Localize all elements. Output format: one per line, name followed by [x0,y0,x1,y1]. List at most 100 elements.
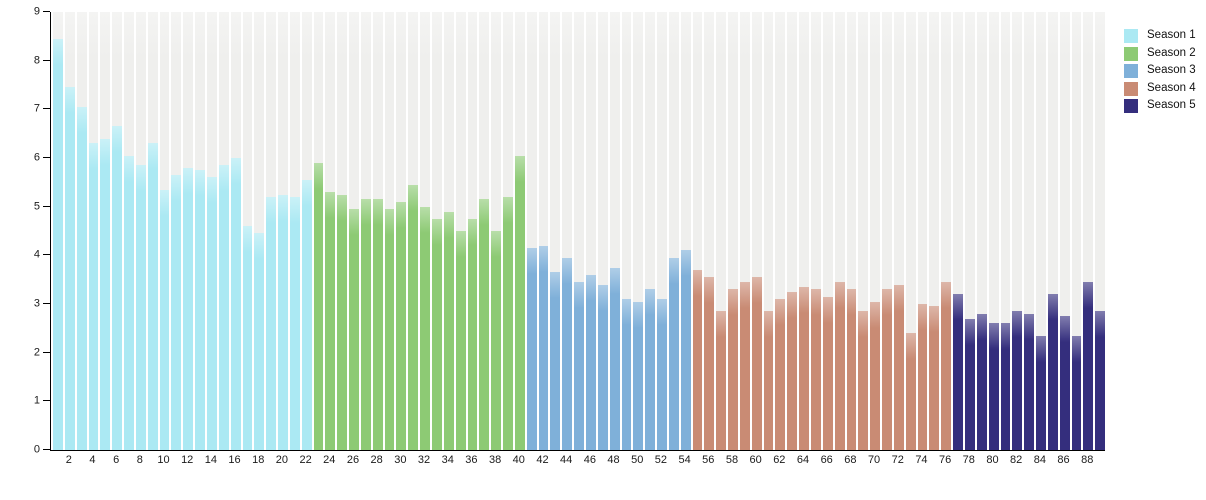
bar-season5-episode-85 [1047,294,1058,450]
episode-track-47 [597,12,608,450]
episode-track-29 [384,12,395,450]
bar-season3-episode-48 [609,267,620,450]
episode-track-59 [739,12,750,450]
bar-season1-episode-18 [254,233,265,450]
episode-track-89 [1095,12,1106,450]
x-tick-label: 28 [370,454,383,466]
bar-season4-episode-65 [811,289,821,450]
x-tick-label: 88 [1081,454,1094,466]
episode-track-76 [941,12,952,450]
episode-track-80 [988,12,999,450]
bar-season2-episode-24 [325,192,336,450]
legend-swatch-season-3 [1124,64,1138,78]
episode-track-46 [585,12,596,450]
legend-label: Season 1 [1147,29,1196,42]
episode-track-57 [716,12,727,450]
x-tick-label: 34 [441,454,454,466]
bar-season1-episode-21 [289,196,300,450]
bar-season5-episode-83 [1024,313,1035,450]
bar-season1-episode-4 [88,143,99,450]
episode-track-77 [953,12,963,450]
bar-season3-episode-52 [657,299,667,450]
bar-season1-episode-22 [301,179,312,450]
episode-track-30 [396,12,407,450]
bar-season4-episode-60 [751,277,762,450]
episode-track-84 [1036,12,1046,450]
bar-season2-episode-35 [455,231,466,450]
bars [51,12,1106,450]
bar-season3-episode-41 [526,248,537,450]
legend-item-season-1: Season 1 [1124,29,1196,43]
x-tick-label: 76 [938,454,952,466]
bar-season4-episode-55 [692,269,703,450]
legend-swatch-season-1 [1124,29,1138,43]
episode-track-18 [254,12,265,450]
bar-season4-episode-70 [870,301,881,450]
x-tick-label: 74 [915,454,928,466]
y-tick-label: 4 [33,248,40,261]
x-tick-label: 56 [702,454,715,466]
episode-track-88 [1083,12,1094,450]
episode-track-43 [550,12,561,450]
episode-track-14 [206,12,217,450]
bar-season3-episode-51 [645,289,656,450]
episode-track-52 [657,12,667,450]
bar-season1-episode-1 [53,38,63,450]
episode-track-19 [266,12,277,450]
bar-season5-episode-81 [1000,323,1011,450]
bar-season3-episode-47 [597,284,608,450]
bar-season2-episode-30 [396,201,407,450]
x-tick-label: 38 [488,454,502,466]
episode-track-17 [242,12,253,450]
legend-item-season-4: Season 4 [1124,81,1196,96]
episode-track-55 [692,12,703,450]
x-tick-label: 54 [678,454,691,466]
y-tick-label: 7 [33,102,40,115]
bar-season4-episode-58 [728,289,738,450]
bar-season4-episode-76 [941,282,952,450]
episode-track-7 [124,12,134,450]
y-tick-label: 0 [33,443,40,456]
bar-season4-episode-63 [787,291,798,450]
bar-season4-episode-69 [858,311,869,450]
y-tick-label: 3 [33,297,40,310]
bar-season1-episode-6 [112,126,123,450]
episode-track-74 [917,12,928,450]
episode-track-81 [1000,12,1011,450]
episode-track-51 [645,12,656,450]
episode-track-61 [763,12,774,450]
episode-track-63 [787,12,798,450]
x-tick-label: 18 [252,454,265,466]
x-tick-label: 6 [113,454,120,466]
bar-season1-episode-17 [242,226,253,450]
episode-track-86 [1059,12,1070,450]
legend: Season 1 Season 2 Season 3 Season 4 Season 5 [1124,29,1196,113]
x-tick-label: 26 [346,454,360,466]
episode-track-33 [432,12,442,450]
y-tick-mark [43,302,50,304]
x-tick-label: 30 [394,454,407,466]
bar-season1-episode-15 [218,165,229,450]
y-tick-label: 8 [33,54,40,67]
bar-season4-episode-71 [882,289,892,450]
bar-season1-episode-3 [76,106,87,450]
y-tick-label: 5 [33,200,40,213]
y-tick-mark [43,59,50,61]
x-tick-label: 16 [228,454,241,466]
episode-track-85 [1047,12,1058,450]
episode-track-24 [325,12,336,450]
bar-season1-episode-14 [206,177,217,450]
episode-track-40 [514,12,525,450]
legend-label: Season 4 [1147,81,1196,94]
episode-track-13 [195,12,205,450]
bar-season2-episode-38 [491,231,502,450]
y-tick-mark [43,11,50,12]
episode-track-2 [64,12,75,450]
bar-season5-episode-77 [953,294,963,450]
x-tick-label: 12 [181,454,194,466]
bar-season2-episode-29 [384,209,395,450]
x-tick-label: 64 [796,454,810,466]
episode-track-44 [562,12,573,450]
episode-track-16 [230,12,241,450]
episode-track-42 [538,12,549,450]
